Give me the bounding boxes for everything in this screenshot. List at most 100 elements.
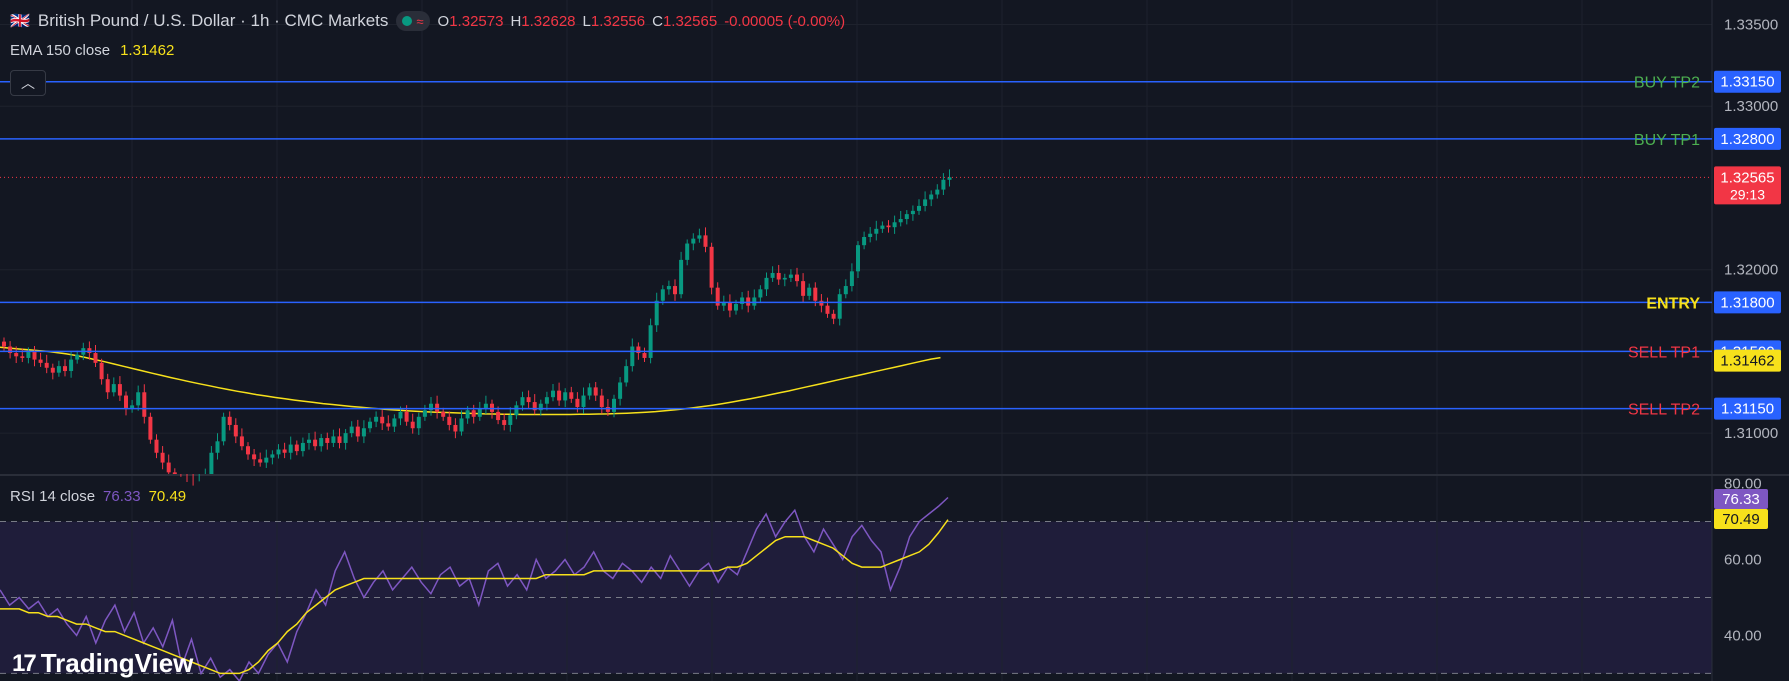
candle bbox=[721, 295, 726, 312]
candle-body bbox=[75, 354, 80, 360]
candle bbox=[691, 233, 696, 251]
candle-body bbox=[270, 454, 275, 458]
candle-body bbox=[69, 359, 74, 372]
price-tick-label: 1.32000 bbox=[1724, 262, 1778, 279]
candle-body bbox=[160, 452, 165, 463]
candle bbox=[410, 413, 415, 434]
level-label[interactable]: BUY TP2 bbox=[1634, 75, 1700, 92]
candle bbox=[477, 401, 482, 421]
candle-body bbox=[868, 233, 873, 237]
change-value: -0.00005 (-0.00%) bbox=[724, 12, 846, 30]
ema-legend[interactable]: EMA 150 close 1.31462 bbox=[10, 42, 174, 59]
candle-body bbox=[325, 438, 330, 443]
candle bbox=[923, 191, 928, 212]
rsi-value-tag[interactable]: 76.33 bbox=[1714, 489, 1768, 509]
last-price-value: 1.32565 bbox=[1720, 169, 1774, 186]
price-tick-label: 1.31000 bbox=[1724, 425, 1778, 442]
candle bbox=[538, 399, 543, 416]
candle bbox=[99, 358, 104, 385]
candle-body bbox=[660, 289, 665, 301]
candle bbox=[904, 210, 909, 225]
candle-body bbox=[752, 297, 757, 306]
candle-body bbox=[691, 238, 696, 244]
candle bbox=[764, 272, 769, 297]
candle bbox=[673, 279, 677, 301]
ema-legend-label: EMA 150 close bbox=[10, 42, 111, 59]
candle-body bbox=[929, 194, 934, 200]
candle-body bbox=[490, 403, 494, 412]
candle bbox=[514, 401, 519, 420]
candle-body bbox=[648, 325, 653, 358]
level-price-tag[interactable]: 1.31150 bbox=[1714, 397, 1781, 420]
candle-body bbox=[246, 446, 250, 455]
candle-body bbox=[50, 367, 55, 373]
rsi-legend[interactable]: RSI 14 close 76.33 70.49 bbox=[10, 488, 186, 505]
level-label[interactable]: SELL TP2 bbox=[1628, 402, 1700, 419]
level-label[interactable]: BUY TP1 bbox=[1634, 132, 1700, 149]
candle bbox=[416, 412, 421, 435]
candle bbox=[642, 347, 647, 363]
candle bbox=[136, 385, 141, 411]
candle bbox=[368, 417, 372, 433]
candle bbox=[880, 221, 885, 233]
candle-body bbox=[502, 420, 507, 425]
candle-body bbox=[404, 411, 409, 422]
candle-body bbox=[666, 286, 671, 290]
candle-body bbox=[630, 346, 635, 367]
symbol-title[interactable]: British Pound / U.S. Dollar · 1h · CMC M… bbox=[37, 11, 389, 30]
level-price-tag-text: 1.32800 bbox=[1720, 131, 1774, 148]
chart-header: 🇬🇧 British Pound / U.S. Dollar · 1h · CM… bbox=[10, 9, 845, 33]
level-price-tag[interactable]: 1.33150 bbox=[1714, 70, 1781, 93]
candle-body bbox=[471, 410, 476, 417]
candle-body bbox=[721, 302, 726, 306]
candle bbox=[56, 360, 61, 377]
level-price-tag[interactable]: 1.31800 bbox=[1714, 291, 1781, 314]
candle-body bbox=[740, 297, 745, 305]
tradingview-logo[interactable]: 17 TradingView bbox=[12, 648, 193, 679]
candle bbox=[654, 292, 659, 332]
candle bbox=[612, 394, 616, 418]
candle-body bbox=[386, 423, 391, 427]
candle-body bbox=[221, 416, 226, 442]
candle-body bbox=[849, 271, 854, 287]
rsi-ma-value-tag[interactable]: 70.49 bbox=[1714, 509, 1768, 529]
candle bbox=[93, 345, 98, 367]
market-status-pill[interactable]: ≈ bbox=[396, 11, 430, 31]
rsi-legend-value: 76.33 bbox=[103, 488, 141, 505]
candle bbox=[685, 239, 690, 266]
level-price-tag-bg bbox=[1714, 70, 1781, 93]
candle-body bbox=[508, 415, 513, 425]
candle bbox=[14, 346, 19, 364]
candle bbox=[740, 292, 745, 310]
candle bbox=[862, 231, 867, 250]
candle bbox=[947, 169, 952, 187]
candle bbox=[526, 390, 531, 409]
bar-countdown: 29:13 bbox=[1730, 186, 1765, 202]
candle-body bbox=[313, 439, 318, 447]
rsi-tick-label: 80.00 bbox=[1724, 476, 1762, 493]
candle-body bbox=[32, 351, 37, 360]
candle-body bbox=[227, 416, 232, 425]
level-price-tag[interactable]: 1.32800 bbox=[1714, 127, 1781, 150]
candle bbox=[532, 394, 537, 415]
candle-body bbox=[801, 281, 806, 296]
candle-body bbox=[124, 395, 128, 409]
candle-body bbox=[99, 362, 104, 380]
level-price-tag-bg bbox=[1714, 127, 1781, 150]
candle bbox=[935, 184, 940, 199]
candle bbox=[44, 354, 49, 374]
candle-body bbox=[233, 424, 238, 437]
level-label[interactable]: ENTRY bbox=[1646, 295, 1700, 312]
candle bbox=[105, 373, 110, 399]
candle-body bbox=[532, 402, 537, 411]
candle-body bbox=[715, 287, 720, 306]
level-label[interactable]: SELL TP1 bbox=[1628, 344, 1700, 361]
candle bbox=[868, 227, 873, 243]
ema-price-tag[interactable]: 1.31462 bbox=[1714, 349, 1781, 372]
last-price-tag-bg bbox=[1714, 166, 1781, 205]
candle-body bbox=[880, 225, 885, 229]
candle-body bbox=[538, 403, 543, 411]
collapse-legend-button[interactable]: ︿ bbox=[10, 70, 46, 96]
